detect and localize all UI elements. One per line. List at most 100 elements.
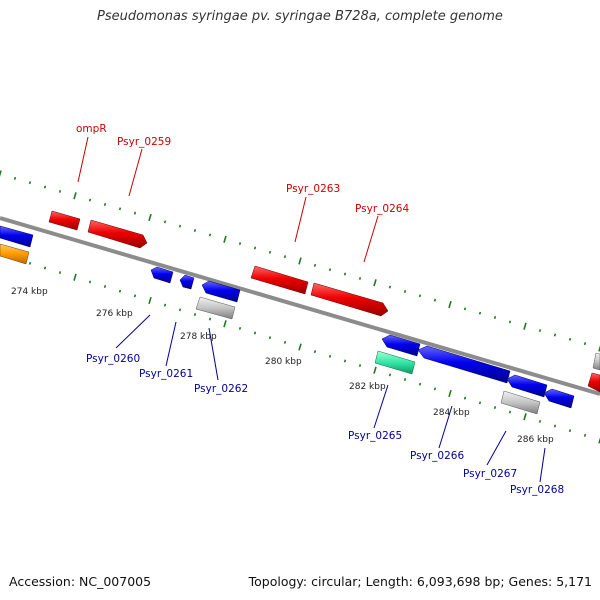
gene-feature-psyr-0267[interactable] (506, 374, 548, 398)
scale-label: 284 kbp (433, 408, 470, 418)
gene-feature-psyr-0260[interactable] (150, 266, 174, 284)
gene-label-psyr-0265[interactable]: Psyr_0265 (348, 430, 402, 442)
tick-mark (58, 271, 62, 275)
gene-feature-psyr-0268[interactable] (543, 388, 575, 409)
tick-mark (373, 366, 377, 374)
tick-mark (43, 266, 47, 270)
gene-feature-psyr-0261[interactable] (179, 274, 195, 290)
genome-backbone (0, 216, 600, 396)
tick-mark (538, 419, 542, 423)
gene-feature-psyr-0259[interactable] (87, 219, 148, 249)
gene-label-psyr-0268[interactable]: Psyr_0268 (510, 484, 564, 496)
tick-mark (433, 298, 437, 302)
label-leader-line (115, 314, 151, 349)
scale-labels: 274 kbp 276 kbp 278 kbp 280 kbp 282 kbp … (11, 287, 554, 445)
label-leader-line (486, 430, 507, 466)
tick-mark (178, 308, 182, 312)
tick-mark (553, 333, 557, 337)
tick-mark (163, 303, 167, 307)
tick-mark (103, 285, 107, 289)
tick-mark (43, 185, 47, 189)
gene-feature-left-blue[interactable] (0, 225, 34, 248)
tick-mark (148, 213, 152, 222)
scale-label: 286 kbp (517, 435, 554, 445)
tick-mark (388, 285, 392, 289)
tick-mark (103, 202, 107, 206)
gene-feature-psyr-0262[interactable] (201, 280, 241, 303)
gene-feature-psyr-0264[interactable] (310, 282, 389, 317)
tick-mark (523, 413, 527, 421)
tick-mark (298, 343, 302, 351)
tick-mark (73, 273, 77, 281)
leader-lines (77, 136, 546, 483)
gene-label-psyr-0262[interactable]: Psyr_0262 (194, 383, 248, 395)
gene-features[interactable] (0, 210, 600, 415)
tick-mark (508, 410, 512, 414)
tick-mark (463, 307, 467, 311)
accession-text: Accession: NC_007005 (9, 574, 152, 589)
tick-mark (568, 337, 572, 341)
tick-mark (358, 276, 362, 280)
tick-mark (568, 429, 572, 433)
scale-label: 282 kbp (349, 382, 386, 392)
tick-mark (133, 294, 137, 298)
tick-mark (118, 289, 122, 293)
tick-mark (343, 272, 347, 276)
tick-mark (403, 378, 407, 382)
tick-mark (238, 326, 242, 330)
tick-mark (13, 176, 17, 180)
tick-mark (283, 255, 287, 259)
gene-feature-right-edge-forward[interactable] (587, 372, 600, 393)
tick-mark (538, 329, 542, 333)
gene-feature-psyr-0265[interactable] (381, 334, 421, 357)
gene-label-psyr-0264[interactable]: Psyr_0264 (355, 203, 409, 215)
scale-label: 280 kbp (265, 357, 302, 367)
gene-feature-right-edge-gray[interactable] (592, 352, 600, 371)
tick-mark (328, 268, 332, 272)
tick-mark (493, 405, 497, 409)
gene-feature-psyr-0266[interactable] (417, 345, 511, 384)
tick-mark (253, 331, 257, 335)
scale-label: 274 kbp (11, 287, 48, 297)
gene-label-psyr-0260[interactable]: Psyr_0260 (86, 353, 140, 365)
gene-label-ompr[interactable]: ompR (76, 123, 107, 135)
tick-marks (0, 170, 600, 444)
gene-label-psyr-0266[interactable]: Psyr_0266 (410, 450, 464, 462)
tick-mark (493, 316, 497, 320)
gene-label-psyr-0261[interactable]: Psyr_0261 (139, 368, 193, 380)
gene-label-psyr-0263[interactable]: Psyr_0263 (286, 183, 340, 195)
gene-feature-ompr[interactable] (48, 210, 81, 231)
scale-label: 276 kbp (96, 309, 133, 319)
tick-mark (598, 437, 600, 444)
tick-mark (313, 263, 317, 267)
scale-label: 278 kbp (180, 332, 217, 342)
gene-feature-psyr-0267-rna[interactable] (500, 390, 541, 415)
tick-mark (0, 170, 2, 177)
label-leader-line (363, 215, 379, 263)
gene-feature-psyr-0263[interactable] (250, 265, 309, 295)
tick-mark (343, 359, 347, 363)
gene-label-psyr-0259[interactable]: Psyr_0259 (117, 136, 171, 148)
label-leader-line (165, 321, 177, 367)
tick-mark (583, 342, 587, 346)
forward-gene-labels: ompR Psyr_0259 Psyr_0263 Psyr_0264 (76, 123, 409, 215)
gene-feature-left-orange[interactable] (0, 243, 30, 265)
tick-mark (208, 317, 212, 321)
label-leader-line (208, 327, 219, 381)
tick-mark (388, 373, 392, 377)
gene-feature-psyr-0265-rna[interactable] (374, 350, 416, 375)
gene-label-psyr-0267[interactable]: Psyr_0267 (463, 468, 517, 480)
tick-mark (418, 382, 422, 386)
tick-mark (283, 340, 287, 344)
tick-mark (448, 389, 452, 398)
gene-feature-psyr-0262-rna[interactable] (195, 296, 236, 320)
tick-mark (223, 235, 227, 243)
tick-mark (433, 387, 437, 391)
tick-mark (553, 424, 557, 428)
tick-mark (88, 280, 92, 284)
tick-mark (163, 220, 167, 224)
tick-mark (298, 257, 302, 265)
tick-mark (148, 296, 152, 305)
label-leader-line (539, 447, 546, 483)
